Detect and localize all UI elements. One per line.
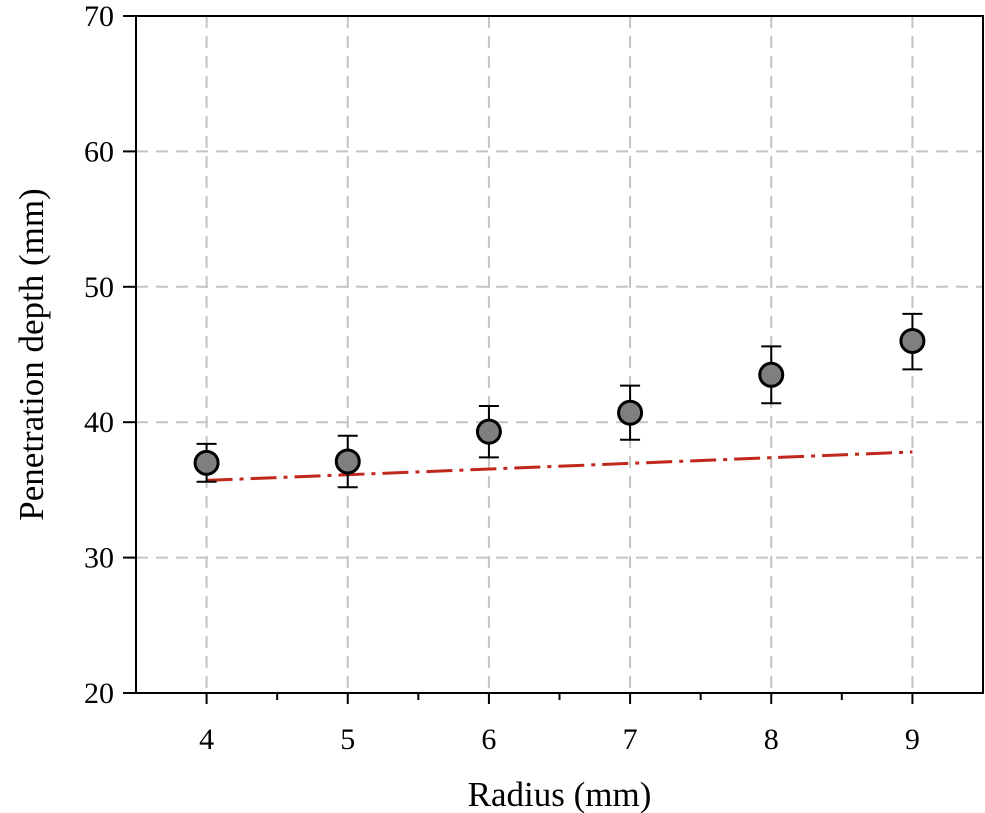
axis-ticks [123, 15, 914, 704]
y-tick-label: 70 [84, 0, 114, 33]
series-layer [193, 312, 926, 489]
data-point [334, 448, 361, 475]
y-axis-title: Penetration depth (mm) [12, 188, 51, 520]
x-tick-label: 7 [623, 723, 638, 756]
grid [136, 16, 983, 693]
y-tick-label: 20 [84, 677, 114, 710]
y-tick-label: 30 [84, 542, 114, 575]
y-tick-label: 40 [84, 406, 114, 439]
plot-frame [135, 15, 984, 694]
fit-line [206, 450, 913, 482]
y-tick-label: 60 [84, 135, 114, 168]
data-point [193, 449, 220, 476]
data-point [475, 418, 502, 445]
data-point [617, 399, 644, 426]
y-tick-label: 50 [84, 271, 114, 304]
tick-labels: 4 5 6 7 8 9 20 30 40 50 60 70 [84, 0, 920, 756]
x-tick-label: 4 [199, 723, 214, 756]
x-axis-title: Radius (mm) [468, 775, 652, 813]
x-tick-label: 9 [905, 723, 920, 756]
data-point [758, 361, 785, 388]
x-tick-label: 6 [481, 723, 496, 756]
data-point [899, 327, 926, 354]
x-tick-label: 8 [764, 723, 779, 756]
x-tick-label: 5 [340, 723, 355, 756]
